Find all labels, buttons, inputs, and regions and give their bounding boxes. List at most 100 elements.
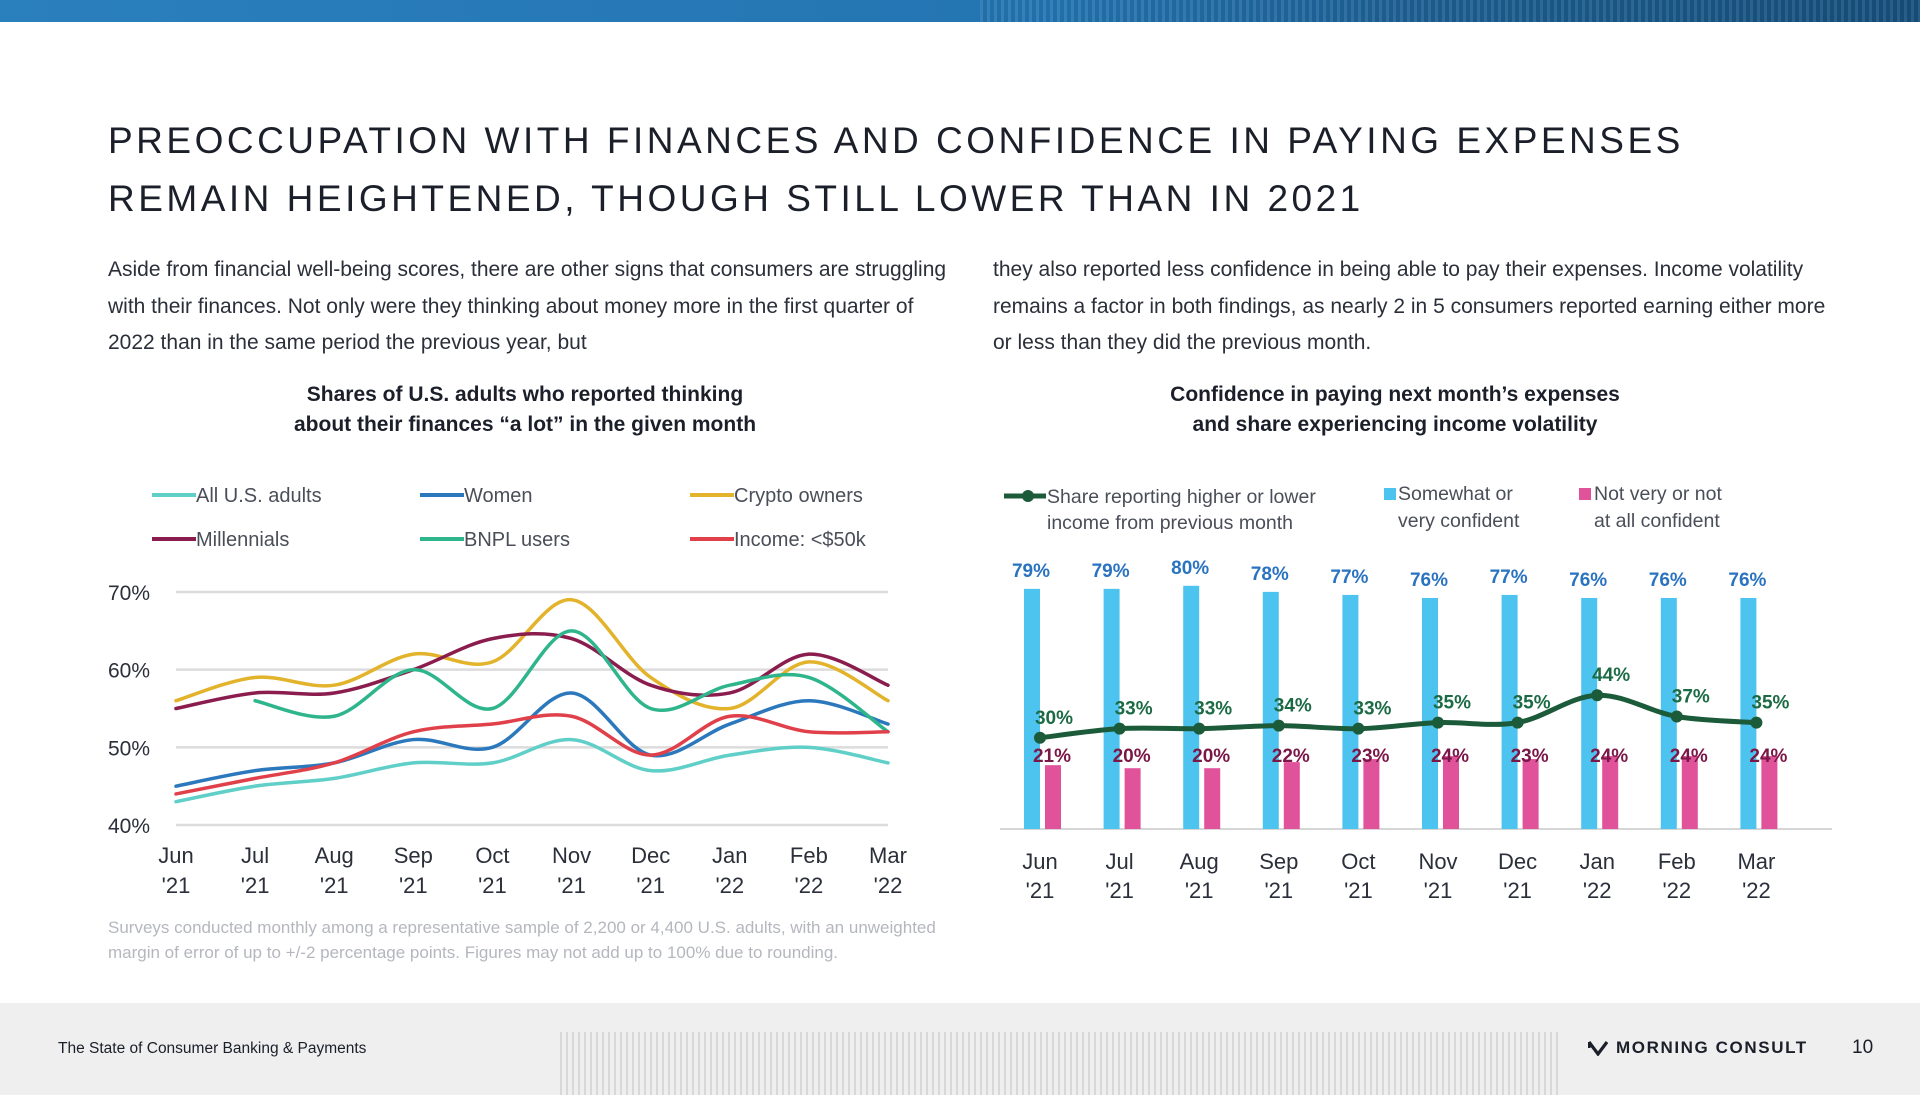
bar-confident — [1342, 594, 1359, 829]
legend-label: Income: <$50k — [734, 529, 867, 551]
y-tick-label: 70% — [108, 582, 150, 605]
volatility-point — [1034, 731, 1046, 744]
bar-confident-label: 76% — [1410, 570, 1448, 591]
x-tick-label-month: Jun — [1022, 849, 1057, 874]
bar-chart-title-line-2: and share experiencing income volatility — [1192, 413, 1598, 436]
legend-label: All U.S. adults — [196, 485, 322, 507]
bar-confident-label: 77% — [1490, 567, 1528, 588]
series-line — [174, 737, 890, 804]
x-tick-label-month: Nov — [552, 843, 591, 868]
x-tick-label-year: '21 — [320, 873, 349, 898]
x-tick-label-month: Nov — [1418, 849, 1457, 874]
brand-logo: MORNING CONSULT — [1588, 1038, 1808, 1058]
bar-not-confident — [1204, 768, 1221, 829]
bar-confident-label: 77% — [1330, 567, 1368, 588]
bar-chart-title-line-1: Confidence in paying next month’s expens… — [1170, 383, 1620, 406]
volatility-line — [1037, 692, 1759, 741]
x-tick-label-year: '22 — [715, 873, 744, 898]
volatility-point — [1511, 716, 1524, 729]
bar-not-confident — [1363, 759, 1380, 829]
legend-label: Women — [464, 485, 533, 507]
x-tick-label-year: '21 — [1026, 878, 1055, 903]
volatility-point — [1750, 716, 1763, 729]
legend-label: Crypto owners — [734, 485, 863, 507]
bar-confident-label: 76% — [1649, 570, 1687, 591]
bar-confident-label: 76% — [1728, 570, 1766, 591]
brand-name: MORNING CONSULT — [1616, 1038, 1808, 1057]
x-tick-label-year: '21 — [1503, 878, 1532, 903]
x-tick-label-year: '21 — [1264, 878, 1293, 903]
legend-label: very confident — [1398, 510, 1520, 532]
bar-confident-label: 79% — [1012, 561, 1050, 582]
morning-consult-logo-icon — [1588, 1041, 1608, 1056]
volatility-point — [1113, 722, 1126, 735]
bar-not-confident — [1602, 756, 1619, 829]
x-tick-label-month: Jun — [158, 843, 193, 868]
series-line — [174, 713, 890, 796]
bar-not-confident-label: 23% — [1511, 746, 1549, 767]
x-tick-label-year: '22 — [1742, 878, 1771, 903]
x-tick-label-month: Feb — [790, 843, 828, 868]
x-tick-label-year: '21 — [478, 873, 507, 898]
line-chart-title-line-1: Shares of U.S. adults who reported think… — [306, 383, 744, 406]
x-tick-label-year: '21 — [1424, 878, 1453, 903]
bar-confident-label: 80% — [1171, 558, 1209, 579]
volatility-label: 35% — [1433, 693, 1471, 714]
volatility-label: 34% — [1274, 696, 1312, 717]
bar-not-confident-label: 23% — [1351, 746, 1389, 767]
bar-chart: 79% 21% Jun '21 79% 20% Jul '21 80% 20% Aug '21 78% 2… — [1000, 483, 1832, 903]
bar-not-confident-label: 21% — [1033, 746, 1071, 767]
x-tick-label-month: Aug — [315, 843, 354, 868]
volatility-label: 35% — [1513, 693, 1551, 714]
volatility-label: 33% — [1194, 699, 1232, 720]
page-title-line-2: REMAIN HEIGHTENED, THOUGH STILL LOWER TH… — [108, 178, 1364, 219]
x-tick-label-year: '21 — [1344, 878, 1373, 903]
x-tick-label-year: '21 — [399, 873, 428, 898]
volatility-label: 33% — [1115, 699, 1153, 720]
top-banner-texture — [980, 0, 1920, 22]
legend-label: BNPL users — [464, 529, 570, 551]
x-tick-label-month: Dec — [1498, 849, 1537, 874]
line-chart-title: Shares of U.S. adults who reported think… — [225, 380, 825, 440]
x-tick-label-month: Oct — [475, 843, 509, 868]
legend-label: income from previous month — [1047, 512, 1293, 534]
bar-confident — [1262, 591, 1279, 829]
y-tick-label: 50% — [108, 737, 150, 760]
legend-label: Share reporting higher or lower — [1047, 486, 1316, 508]
volatility-label: 33% — [1353, 699, 1391, 720]
bar-not-confident-label: 22% — [1272, 746, 1310, 767]
legend-label: Somewhat or — [1398, 483, 1513, 505]
bar-not-confident — [1761, 756, 1778, 829]
volatility-point — [1352, 722, 1365, 735]
legend-label: Not very or not — [1594, 483, 1722, 505]
x-tick-label-year: '21 — [636, 873, 665, 898]
x-tick-label-year: '22 — [795, 873, 824, 898]
top-banner — [0, 0, 1920, 22]
x-tick-label-month: Jan — [712, 843, 747, 868]
footer-texture — [560, 1032, 1560, 1095]
page-title-line-1: PREOCCUPATION WITH FINANCES AND CONFIDEN… — [108, 120, 1684, 161]
x-tick-label-month: Dec — [631, 843, 670, 868]
legend-swatch-point — [1022, 490, 1034, 502]
y-tick-label: 40% — [108, 815, 150, 838]
body-text-column-2: they also reported less confidence in be… — [993, 258, 1826, 354]
bar-not-confident-label: 20% — [1113, 746, 1151, 767]
bar-confident-label: 76% — [1569, 570, 1607, 591]
bar-not-confident-label: 24% — [1590, 746, 1628, 767]
legend-swatch-not-confident — [1579, 488, 1591, 500]
bar-confident — [1422, 597, 1438, 829]
volatility-point — [1272, 719, 1285, 732]
bar-confident-label: 78% — [1251, 564, 1289, 585]
x-tick-label-month: Oct — [1341, 849, 1375, 874]
line-chart-title-line-2: about their finances “a lot” in the give… — [293, 413, 757, 436]
x-tick-label-year: '21 — [241, 873, 270, 898]
x-tick-label-month: Sep — [1259, 849, 1298, 874]
x-tick-label-month: Mar — [1737, 849, 1775, 874]
bar-confident — [1501, 594, 1518, 829]
volatility-label: 37% — [1672, 687, 1710, 708]
bar-not-confident-label: 24% — [1749, 746, 1787, 767]
bar-not-confident — [1283, 762, 1300, 829]
bar-confident — [1103, 588, 1120, 829]
bar-not-confident — [1681, 756, 1698, 829]
bar-not-confident-label: 24% — [1431, 746, 1469, 767]
